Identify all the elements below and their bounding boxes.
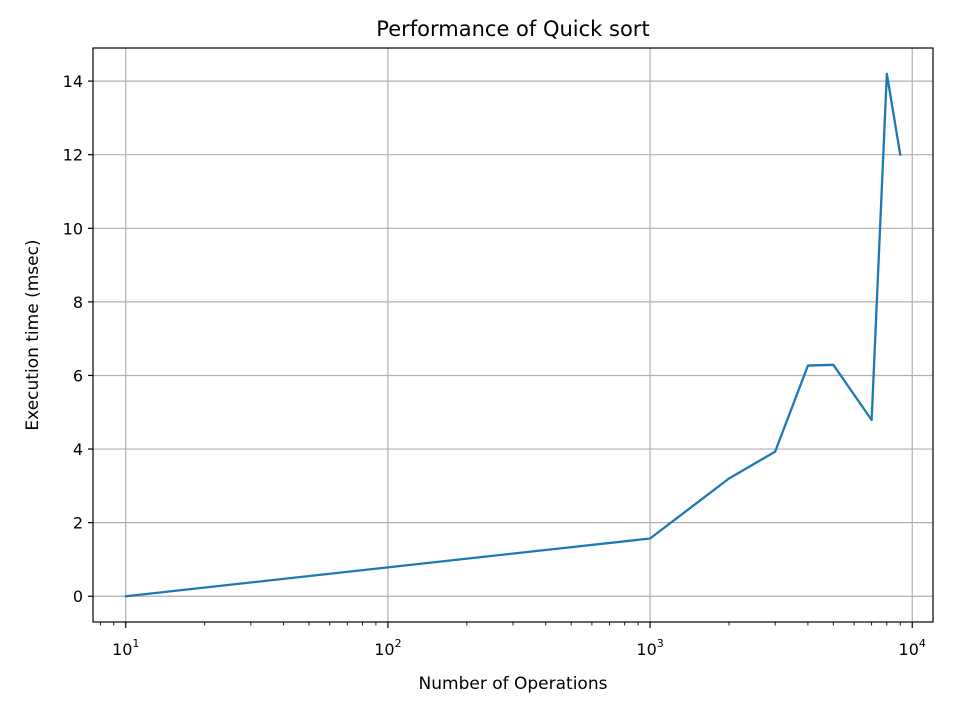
y-axis-label: Execution time (msec) — [23, 239, 43, 430]
x-tick-label: 103 — [636, 637, 663, 659]
x-axis-label: Number of Operations — [419, 674, 608, 694]
y-tick-label: 2 — [73, 514, 83, 533]
x-tick-label: 104 — [899, 637, 926, 659]
plot-frame — [92, 47, 934, 623]
y-tick-label: 8 — [73, 293, 83, 312]
line-series — [124, 72, 902, 598]
axis-ticks: 0 2 4 6 8 10 12 14 101 102 103 104 — [63, 72, 926, 659]
y-tick-label: 14 — [63, 72, 83, 91]
y-tick-label: 12 — [63, 146, 83, 165]
y-tick-label: 6 — [73, 366, 83, 385]
y-tick-label: 4 — [73, 440, 83, 459]
y-tick-label: 0 — [73, 587, 83, 606]
grid — [93, 48, 933, 622]
series-line-0 — [124, 72, 902, 598]
y-tick-label: 10 — [63, 219, 83, 238]
x-tick-label: 101 — [112, 637, 139, 659]
chart-title: Performance of Quick sort — [376, 17, 649, 41]
x-tick-label: 102 — [374, 637, 401, 659]
